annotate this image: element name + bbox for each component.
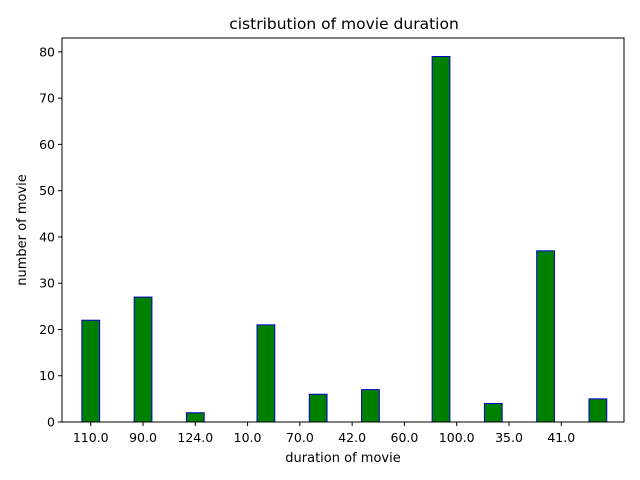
y-tick-label: 80 [39, 44, 55, 59]
bars-group [81, 56, 608, 423]
x-tick-label: 60.0 [391, 430, 419, 445]
chart-title: cistribution of movie duration [229, 15, 459, 33]
y-tick-label: 60 [39, 137, 55, 152]
y-tick-label: 40 [39, 229, 55, 244]
bar-90.0 [133, 296, 153, 423]
y-tick-label: 10 [39, 368, 55, 383]
y-axis: 0 10 20 30 40 50 60 70 80 [39, 44, 62, 430]
bar-10.0 [256, 324, 276, 423]
bar-60.0 [431, 56, 451, 423]
x-tick-label: 70.0 [286, 430, 314, 445]
bar-110.0 [81, 319, 101, 423]
bar-42.0 [361, 389, 380, 423]
y-axis-label: number of movie [15, 174, 30, 285]
x-tick-label: 90.0 [129, 430, 157, 445]
y-tick-label: 50 [39, 183, 55, 198]
y-tick-label: 30 [39, 276, 55, 291]
x-tick-label: 100.0 [439, 430, 475, 445]
y-tick-label: 20 [39, 322, 55, 337]
bar-70.0 [308, 393, 328, 423]
bar-35.0 [536, 250, 555, 423]
bar-41.0 [588, 398, 608, 423]
y-tick-label: 0 [47, 415, 55, 430]
x-axis: 110.0 90.0 124.0 10.0 70.0 42.0 60.0 100.0 35.0 4… [73, 422, 575, 445]
x-tick-label: 110.0 [73, 430, 109, 445]
x-tick-label: 42.0 [338, 430, 366, 445]
bar-124.0 [185, 412, 205, 423]
x-tick-label: 35.0 [495, 430, 523, 445]
x-tick-label: 124.0 [177, 430, 213, 445]
x-tick-label: 10.0 [234, 430, 262, 445]
plot-frame [61, 37, 625, 423]
bar-100.0 [483, 402, 503, 423]
x-tick-label: 41.0 [547, 430, 575, 445]
y-tick-label: 70 [39, 91, 55, 106]
x-axis-label: duration of movie [285, 451, 400, 466]
